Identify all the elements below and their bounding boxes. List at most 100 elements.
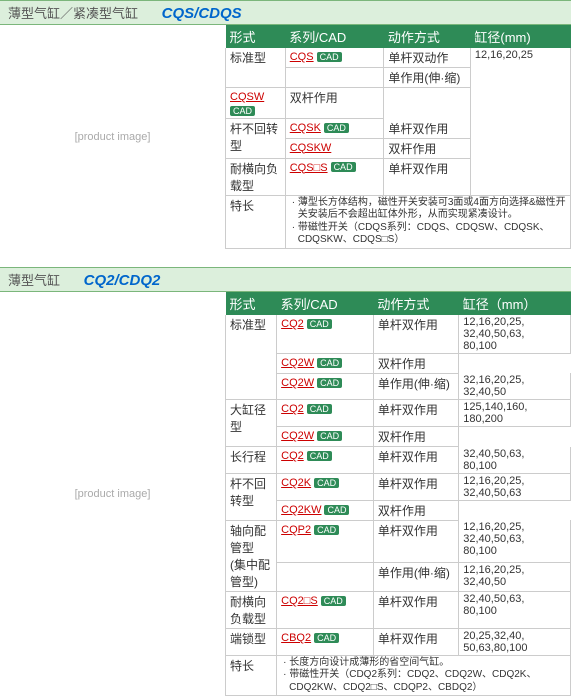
cad-badge[interactable]: CAD	[317, 378, 342, 388]
action-cell: 双杆作用	[373, 353, 458, 373]
series-link[interactable]: CQ2W	[281, 377, 314, 389]
bore-cell: 32,40,50,63, 80,100	[459, 447, 571, 474]
section-header: 薄型气缸 CQ2/CDQ2	[0, 267, 571, 292]
col-bore: 缸径(mm)	[470, 25, 570, 48]
col-action: 动作方式	[384, 25, 471, 48]
table-row: CQ2WCAD 单作用(伸·缩)32,16,20,25, 32,40,50	[226, 373, 571, 400]
series-link[interactable]: CQSK	[290, 122, 321, 134]
action-cell: 单作用(伸·缩)	[373, 373, 458, 400]
table-row: 长行程CQ2CAD单杆双作用32,40,50,63, 80,100	[226, 447, 571, 474]
table-row: 杆不回转型CQ2KCAD单杆双作用12,16,20,25, 32,40,50,6…	[226, 473, 571, 500]
form-cell: 标准型	[226, 48, 286, 88]
col-form: 形式	[226, 25, 286, 48]
feature-label: 特长	[226, 195, 286, 248]
cad-badge[interactable]: CAD	[307, 404, 332, 414]
cad-badge[interactable]: CAD	[324, 505, 349, 515]
section-code: CQ2/CDQ2	[84, 272, 161, 289]
feature-row: 特长· 长度方向设计成薄形的省空间气缸。· 带磁性开关（CDQ2系列：CDQ2、…	[226, 655, 571, 696]
table-row: 单作用(伸·缩)12,16,20,25, 32,40,50	[226, 562, 571, 591]
product-image: [product image]	[0, 25, 225, 249]
series-cell: CQ2□SCAD	[277, 591, 374, 628]
bore-cell: 20,25,32,40, 50,63,80,100	[459, 628, 571, 655]
series-link[interactable]: CBQ2	[281, 632, 311, 644]
table-row: 轴向配管型 (集中配管型)CQP2CAD单杆双作用12,16,20,25, 32…	[226, 520, 571, 562]
col-action: 动作方式	[373, 292, 458, 315]
series-link[interactable]: CQ2K	[281, 477, 311, 489]
action-cell: 单作用(伸·缩)	[373, 562, 458, 591]
section-cq2: 薄型气缸 CQ2/CDQ2 [product image] 形式 系列/CAD …	[0, 267, 571, 696]
cad-badge[interactable]: CAD	[331, 162, 356, 172]
action-cell: 单杆双作用	[373, 473, 458, 500]
feature-cell: · 薄型长方体结构，磁性开关安装可3面或4面方向选择&磁性开关安装后不会超出缸体…	[285, 195, 570, 248]
bore-cell: 12,16,20,25, 32,40,50	[459, 562, 571, 591]
cad-badge[interactable]: CAD	[307, 319, 332, 329]
series-cell: CQ2KCAD	[277, 473, 374, 500]
series-cell	[285, 68, 384, 88]
cad-badge[interactable]: CAD	[317, 358, 342, 368]
section-header: 薄型气缸／紧凑型气缸 CQS/CDQS	[0, 0, 571, 25]
cad-badge[interactable]: CAD	[314, 633, 339, 643]
series-link[interactable]: CQ2	[281, 318, 304, 330]
table-row: CQ2WCAD双杆作用	[226, 353, 571, 373]
series-link[interactable]: CQ2W	[281, 430, 314, 442]
table-header-row: 形式 系列/CAD 动作方式 缸径（mm）	[226, 292, 571, 315]
feature-label: 特长	[226, 655, 277, 696]
table-row: 端锁型CBQ2CAD单杆双作用20,25,32,40, 50,63,80,100	[226, 628, 571, 655]
feature-row: 特长· 薄型长方体结构，磁性开关安装可3面或4面方向选择&磁性开关安装后不会超出…	[226, 195, 571, 248]
spec-table: 形式 系列/CAD 动作方式 缸径(mm) 标准型CQSCAD单杆双动作12,1…	[225, 25, 571, 249]
cad-badge[interactable]: CAD	[314, 478, 339, 488]
bore-cell: 32,16,20,25, 32,40,50	[459, 373, 571, 400]
bore-cell: 32,40,50,63, 80,100	[459, 591, 571, 628]
cad-badge[interactable]: CAD	[307, 451, 332, 461]
series-link[interactable]: CQS□S	[290, 162, 328, 174]
cad-badge[interactable]: CAD	[317, 52, 342, 62]
action-cell: 单杆双作用	[373, 400, 458, 427]
series-link[interactable]: CQSW	[230, 91, 264, 103]
table-row: 大缸径型CQ2CAD单杆双作用125,140,160, 180,200	[226, 400, 571, 427]
series-cell: CBQ2CAD	[277, 628, 374, 655]
series-link[interactable]: CQ2KW	[281, 504, 321, 516]
series-link[interactable]: CQP2	[281, 524, 311, 536]
series-cell: CQ2WCAD	[277, 353, 374, 373]
action-cell: 单杆双作用	[373, 520, 458, 562]
series-link[interactable]: CQ2W	[281, 357, 314, 369]
form-cell: 杆不回转型	[226, 119, 286, 159]
action-cell: 双杆作用	[373, 500, 458, 520]
cad-badge[interactable]: CAD	[324, 123, 349, 133]
cad-badge[interactable]: CAD	[230, 106, 255, 116]
bore-cell: 12,16,20,25, 32,40,50,63, 80,100	[459, 315, 571, 354]
form-cell: 杆不回转型	[226, 473, 277, 520]
series-link[interactable]: CQ2	[281, 450, 304, 462]
form-cell: 耐横向负载型	[226, 158, 286, 195]
table-row: 标准型CQSCAD单杆双动作12,16,20,25	[226, 48, 571, 68]
table-row: 耐横向负载型CQ2□SCAD单杆双作用32,40,50,63, 80,100	[226, 591, 571, 628]
series-cell: CQS□SCAD	[285, 158, 384, 195]
form-cell: 端锁型	[226, 628, 277, 655]
series-link[interactable]: CQS	[290, 51, 314, 63]
table-row: CQ2WCAD双杆作用	[226, 427, 571, 447]
form-cell: 长行程	[226, 447, 277, 474]
series-link[interactable]: CQ2	[281, 403, 304, 415]
series-cell: CQ2CAD	[277, 400, 374, 427]
series-cell: CQSCAD	[285, 48, 384, 68]
series-cell: CQ2KWCAD	[277, 500, 374, 520]
series-link[interactable]: CQSKW	[290, 142, 332, 154]
series-cell: CQ2WCAD	[277, 427, 374, 447]
action-cell: 单杆双作用	[384, 119, 471, 139]
action-cell: 双杆作用	[384, 138, 471, 158]
action-cell: 双杆作用	[373, 427, 458, 447]
series-link[interactable]: CQ2□S	[281, 595, 318, 607]
feature-bullet: · 带磁性开关（CDQ2系列：CDQ2、CDQ2W、CDQ2K、CDQ2KW、C…	[281, 669, 566, 694]
feature-cell: · 长度方向设计成薄形的省空间气缸。· 带磁性开关（CDQ2系列：CDQ2、CD…	[277, 655, 571, 696]
action-cell: 单杆双作用	[373, 628, 458, 655]
section-title-cn: 薄型气缸／紧凑型气缸	[8, 6, 138, 21]
section-code: CQS/CDQS	[162, 5, 242, 22]
table-row: 标准型CQ2CAD单杆双作用12,16,20,25, 32,40,50,63, …	[226, 315, 571, 354]
form-cell: 大缸径型	[226, 400, 277, 447]
cad-badge[interactable]: CAD	[314, 525, 339, 535]
bore-cell: 12,16,20,25, 32,40,50,63	[459, 473, 571, 500]
cad-badge[interactable]: CAD	[321, 596, 346, 606]
spec-table: 形式 系列/CAD 动作方式 缸径（mm） 标准型CQ2CAD单杆双作用12,1…	[225, 292, 571, 696]
cad-badge[interactable]: CAD	[317, 431, 342, 441]
col-bore: 缸径（mm）	[459, 292, 571, 315]
